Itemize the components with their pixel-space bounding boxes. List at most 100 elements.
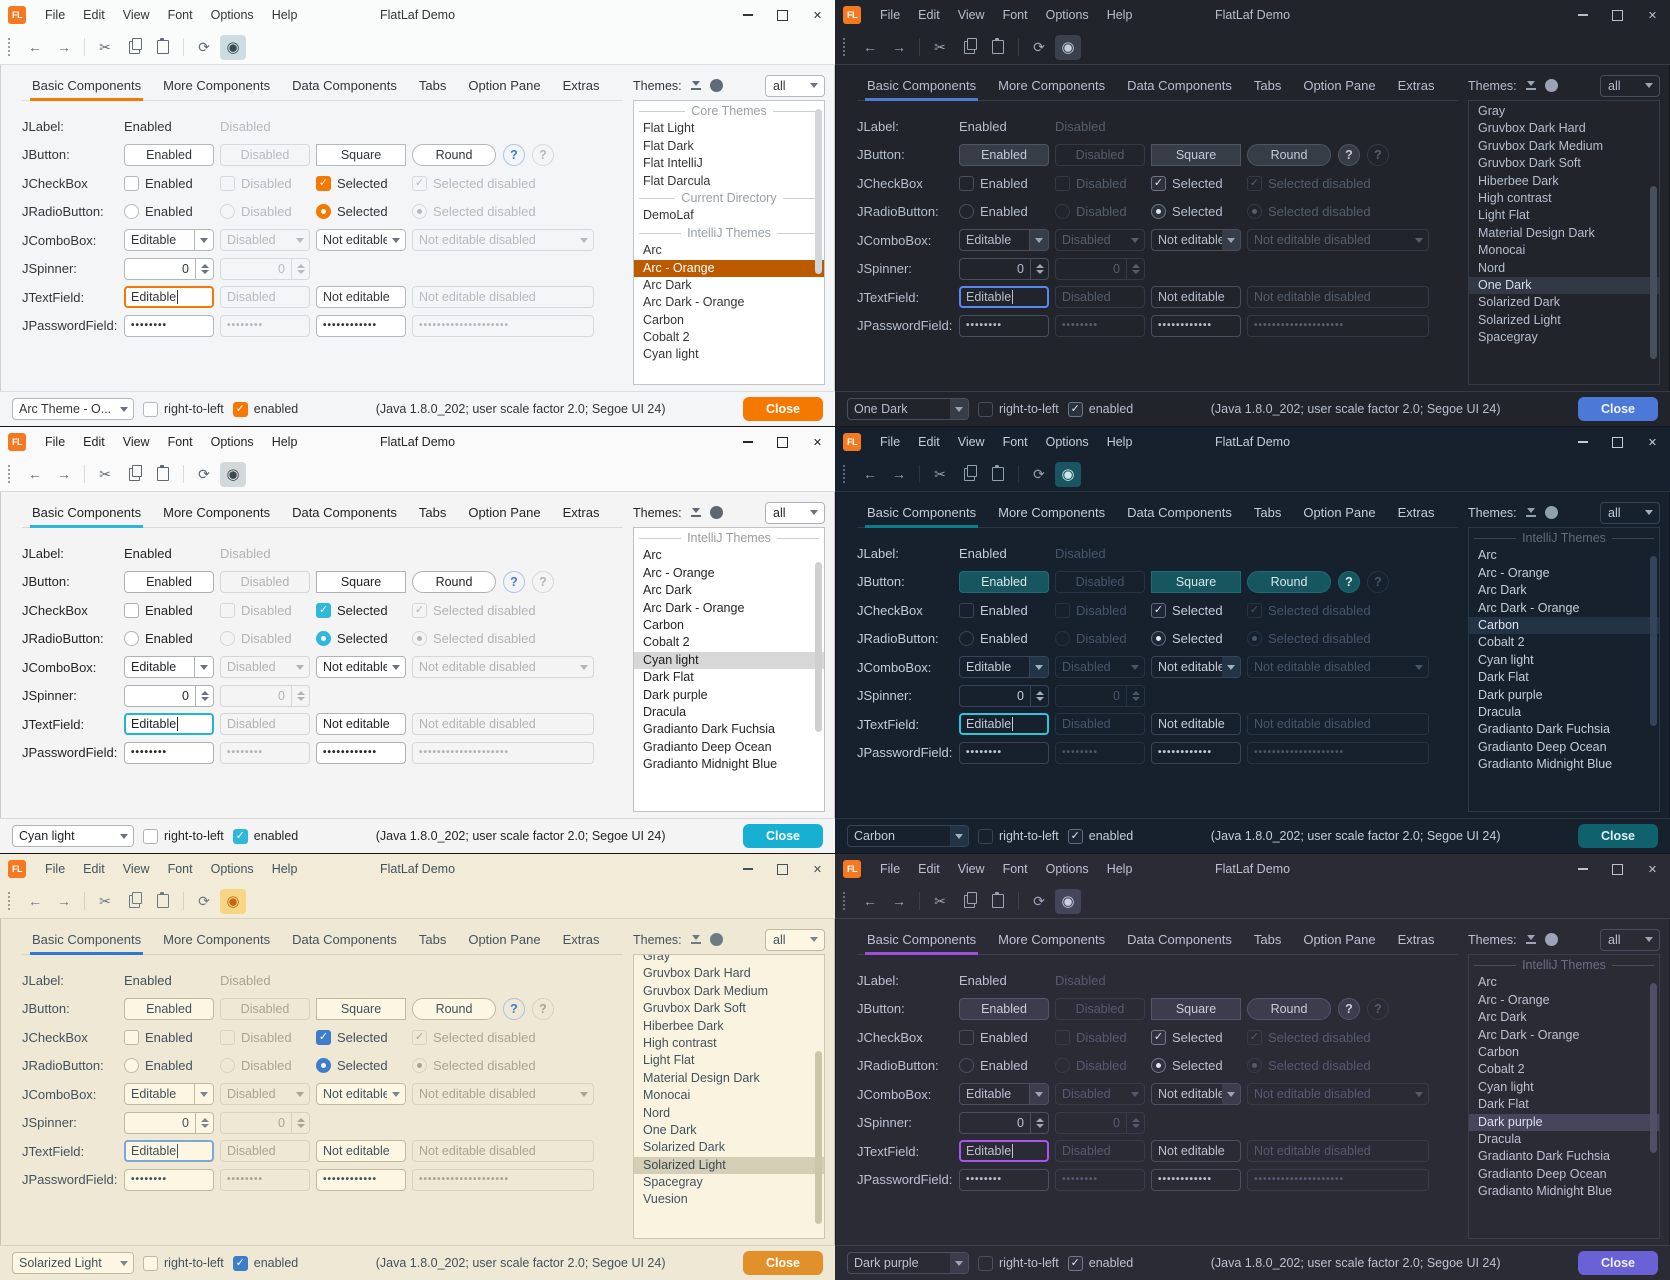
tab-extras[interactable]: Extras — [562, 932, 600, 947]
theme-list-item[interactable]: Gradianto Deep Ocean — [1478, 1166, 1607, 1181]
theme-list-item[interactable]: Arc — [1478, 548, 1497, 563]
menu-view[interactable]: View — [957, 435, 985, 449]
tab-basic-components[interactable]: Basic Components — [22, 500, 151, 528]
copy-button[interactable] — [121, 889, 147, 914]
theme-list-item[interactable]: DemoLaf — [643, 208, 694, 223]
theme-list-item[interactable]: Arc — [1478, 975, 1497, 990]
list-scrollbar-thumb[interactable] — [815, 1051, 822, 1224]
enabled-checkbox[interactable]: ✓ — [1067, 401, 1083, 417]
theme-list-item[interactable]: Gradianto Deep Ocean — [1478, 739, 1607, 754]
textfield-not-editable[interactable]: Not editable — [316, 286, 406, 309]
refresh-button[interactable]: ⟳ — [198, 38, 210, 55]
combobox-editable[interactable]: Editable — [959, 1083, 1049, 1106]
theme-list-item-selected[interactable]: Arc - Orange — [634, 259, 824, 277]
theme-list-item[interactable]: Gruvbox Dark Hard — [1478, 121, 1586, 136]
passwordfield-editable[interactable]: •••••••• — [124, 314, 214, 337]
theme-list-item[interactable]: Hiberbee Dark — [1478, 173, 1559, 188]
github-icon[interactable] — [709, 933, 723, 946]
maximize-button[interactable] — [765, 854, 800, 884]
tab-tabs[interactable]: Tabs — [1253, 78, 1282, 93]
tab-more-components[interactable]: More Components — [163, 932, 271, 947]
cut-button[interactable]: ✂ — [99, 465, 111, 482]
refresh-button[interactable]: ⟳ — [198, 465, 210, 482]
enabled-checkbox[interactable]: ✓ — [232, 401, 248, 417]
round-button[interactable]: Round — [1247, 997, 1331, 1020]
github-icon[interactable] — [1544, 506, 1558, 519]
radio-selected[interactable] — [316, 204, 331, 220]
theme-list-item[interactable]: Arc Dark — [1478, 583, 1527, 598]
combobox-editable[interactable]: Editable — [124, 229, 214, 252]
menu-options[interactable]: Options — [210, 435, 254, 449]
spinner-enabled[interactable]: 0 — [124, 257, 214, 280]
maximize-button[interactable] — [1600, 0, 1635, 30]
radio-enabled[interactable] — [959, 1058, 974, 1074]
checkbox-enabled[interactable] — [959, 1029, 974, 1045]
paste-button[interactable] — [150, 889, 176, 914]
enabled-checkbox[interactable]: ✓ — [232, 1255, 248, 1271]
help-button[interactable]: ? — [503, 997, 525, 1020]
enabled-checkbox[interactable]: ✓ — [1067, 1255, 1083, 1271]
passwordfield-not-editable[interactable]: •••••••••••• — [1151, 1168, 1241, 1191]
copy-button[interactable] — [121, 462, 147, 487]
refresh-button[interactable]: ⟳ — [1033, 892, 1045, 909]
theme-list-item[interactable]: Nord — [1478, 260, 1506, 275]
close-button[interactable]: Close — [1578, 1251, 1658, 1275]
tab-extras[interactable]: Extras — [562, 78, 600, 93]
theme-list-item[interactable]: Gray — [643, 954, 671, 963]
theme-list-item-selected[interactable]: Dark purple — [1469, 1113, 1659, 1131]
theme-list-item[interactable]: Gruvbox Dark Soft — [1478, 156, 1581, 171]
radio-selected[interactable] — [1151, 204, 1166, 220]
radio-selected[interactable] — [1151, 1058, 1166, 1074]
cut-button[interactable]: ✂ — [934, 38, 946, 55]
theme-list-item[interactable]: Solarized Dark — [643, 1140, 725, 1155]
theme-list-item[interactable]: Gradianto Midnight Blue — [1478, 757, 1613, 772]
radio-selected[interactable] — [1151, 631, 1166, 647]
tab-basic-components[interactable]: Basic Components — [22, 927, 151, 955]
back-button[interactable]: ← — [863, 39, 877, 55]
spinner-enabled[interactable]: 0 — [959, 684, 1049, 707]
theme-list-item[interactable]: Monocai — [1478, 243, 1526, 258]
textfield-editable[interactable]: Editable — [959, 713, 1049, 736]
back-button[interactable]: ← — [28, 893, 42, 909]
round-button[interactable]: Round — [412, 143, 496, 166]
spinner-enabled[interactable]: 0 — [959, 257, 1049, 280]
forward-button[interactable]: → — [57, 466, 71, 482]
show-hidden-toggle-button[interactable]: ◉ — [220, 34, 246, 60]
combobox-not-editable[interactable]: Not editable — [316, 1083, 406, 1106]
copy-button[interactable] — [956, 462, 982, 487]
tab-data-components[interactable]: Data Components — [292, 505, 397, 520]
theme-list-item[interactable]: Solarized Dark — [1478, 295, 1560, 310]
show-hidden-toggle-button[interactable]: ◉ — [220, 461, 246, 487]
checkbox-selected[interactable]: ✓ — [316, 175, 331, 191]
theme-filter-combobox[interactable]: all — [765, 74, 825, 97]
menu-view[interactable]: View — [957, 8, 985, 22]
square-button[interactable]: Square — [316, 143, 406, 166]
square-button[interactable]: Square — [1151, 143, 1241, 166]
checkbox-enabled[interactable] — [959, 602, 974, 618]
theme-list-item[interactable]: Gruvbox Dark Hard — [643, 966, 751, 981]
theme-list-item[interactable]: Hiberbee Dark — [643, 1018, 724, 1033]
passwordfield-editable[interactable]: •••••••• — [959, 314, 1049, 337]
cut-button[interactable]: ✂ — [934, 465, 946, 482]
menu-file[interactable]: File — [880, 435, 901, 449]
theme-list-item[interactable]: Vuesion — [643, 1192, 688, 1207]
tab-option-pane[interactable]: Option Pane — [1303, 505, 1376, 520]
square-button[interactable]: Square — [316, 570, 406, 593]
checkbox-selected[interactable]: ✓ — [1151, 1029, 1166, 1045]
menu-options[interactable]: Options — [210, 862, 254, 876]
close-window-button[interactable]: ✕ — [1647, 436, 1658, 449]
refresh-button[interactable]: ⟳ — [1033, 38, 1045, 55]
theme-list-item[interactable]: Gruvbox Dark Medium — [1478, 138, 1604, 153]
menu-help[interactable]: Help — [271, 862, 298, 876]
theme-list-item[interactable]: Solarized Light — [1478, 312, 1561, 327]
list-scrollbar-thumb[interactable] — [815, 109, 822, 274]
theme-list[interactable]: Gray Gruvbox Dark Hard Gruvbox Dark Medium… — [633, 954, 825, 1239]
enabled-button[interactable]: Enabled — [959, 143, 1049, 166]
maximize-button[interactable] — [765, 0, 800, 30]
round-button[interactable]: Round — [1247, 570, 1331, 593]
right-to-left-checkbox[interactable] — [978, 1255, 993, 1271]
menu-file[interactable]: File — [45, 435, 66, 449]
menu-edit[interactable]: Edit — [83, 435, 105, 449]
back-button[interactable]: ← — [863, 466, 877, 482]
minimize-button[interactable] — [730, 0, 765, 30]
